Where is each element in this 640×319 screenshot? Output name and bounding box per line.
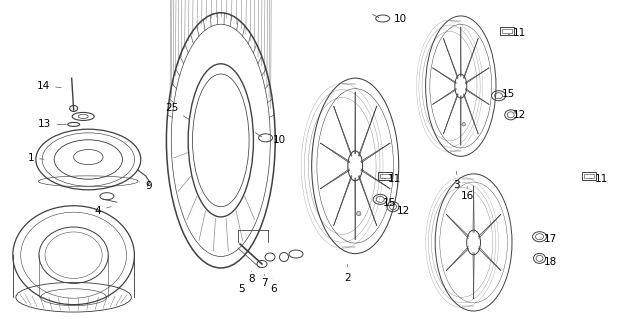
Text: 10: 10	[387, 14, 407, 24]
Text: 9: 9	[140, 181, 152, 191]
Bar	[500, 27, 514, 35]
Text: 4: 4	[95, 205, 111, 216]
Text: 12: 12	[513, 110, 526, 120]
Text: 17: 17	[541, 234, 557, 244]
Text: 16: 16	[461, 187, 474, 201]
Text: 12: 12	[397, 205, 410, 216]
Text: 11: 11	[384, 174, 401, 184]
Text: 18: 18	[541, 256, 557, 267]
Text: 3: 3	[453, 171, 460, 190]
Circle shape	[462, 122, 465, 126]
Bar	[502, 29, 512, 33]
Text: 15: 15	[383, 197, 396, 208]
Text: 6: 6	[271, 278, 277, 294]
Text: 15: 15	[502, 89, 515, 99]
Text: 11: 11	[591, 174, 608, 184]
Text: 7: 7	[261, 274, 268, 288]
Bar	[380, 174, 390, 178]
Text: 25: 25	[165, 103, 189, 120]
Text: 5: 5	[238, 279, 250, 294]
Bar	[582, 172, 596, 180]
Text: 10: 10	[268, 135, 286, 145]
Text: 8: 8	[248, 271, 255, 284]
Text: 14: 14	[37, 81, 61, 91]
Text: 1: 1	[28, 153, 44, 163]
Text: 2: 2	[344, 264, 351, 283]
Bar	[584, 174, 595, 178]
Circle shape	[356, 211, 361, 216]
Text: 13: 13	[38, 119, 67, 130]
Text: 11: 11	[508, 28, 525, 39]
Bar	[378, 172, 392, 180]
